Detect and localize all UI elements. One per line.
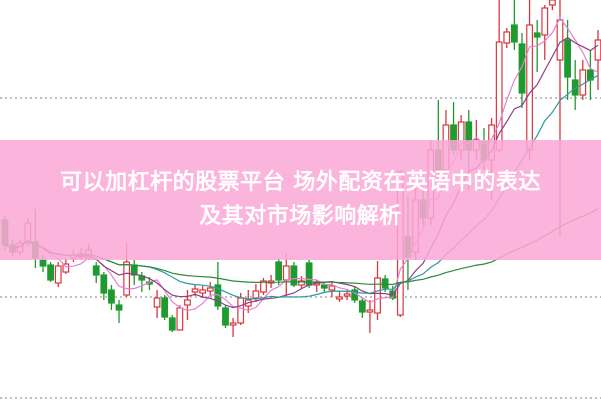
candle-body — [214, 284, 222, 307]
candle-up — [374, 261, 381, 320]
candle-down — [47, 262, 55, 282]
candle-body — [366, 309, 374, 313]
candle-body — [39, 259, 47, 267]
candle-up — [548, 0, 556, 10]
candle-up — [229, 318, 237, 337]
candle-body — [290, 265, 298, 286]
candle-down — [533, 20, 541, 72]
candle-body — [108, 289, 115, 304]
candle-down — [108, 285, 115, 310]
candle-up — [336, 292, 343, 302]
candle-body — [503, 31, 511, 44]
candle-body — [358, 300, 366, 313]
candle-body — [191, 288, 199, 293]
candle-body — [564, 39, 571, 78]
candle-up — [495, 0, 503, 152]
candle-body — [222, 307, 229, 326]
candle-down — [275, 258, 283, 285]
title-line-2: 及其对市场影响解析 — [199, 204, 402, 229]
candle-up — [260, 278, 267, 295]
title-line-1: 可以加杠杆的股票平台 场外配资在英语中的表达 — [60, 170, 541, 195]
candle-down — [214, 262, 222, 310]
candle-up — [503, 28, 511, 48]
candle-up — [54, 262, 62, 287]
candle-body — [548, 0, 556, 6]
candle-up — [594, 30, 601, 90]
candle-body — [199, 289, 207, 294]
candle-body — [260, 280, 267, 293]
candle-down — [564, 20, 571, 100]
candle-up — [343, 290, 351, 300]
candle-body — [206, 287, 214, 292]
candle-body — [92, 265, 100, 276]
candle-up — [267, 275, 275, 288]
candle-down — [161, 295, 169, 320]
candle-up — [579, 60, 587, 100]
candle-down — [100, 272, 108, 300]
candle-up — [526, 0, 533, 160]
candle-body — [184, 299, 191, 306]
candle-down — [305, 260, 313, 288]
candle-up — [366, 300, 374, 333]
candle-down — [290, 262, 298, 287]
title-banner: 可以加杠杆的股票平台 场外配资在英语中的表达 及其对市场影响解析 — [0, 140, 601, 260]
candle-body — [100, 274, 108, 294]
candle-down — [168, 315, 176, 332]
candle-body — [518, 43, 526, 94]
candle-body — [594, 39, 601, 61]
candle-body — [282, 265, 290, 281]
candle-body — [275, 261, 283, 281]
candle-up — [206, 282, 214, 296]
candle-body — [381, 278, 389, 289]
candle-body — [252, 290, 260, 299]
candle-body — [176, 307, 184, 331]
candle-body — [153, 297, 161, 308]
candle-body — [54, 265, 62, 284]
candle-down — [222, 305, 229, 328]
candle-body — [229, 322, 237, 326]
candle-body — [62, 263, 70, 273]
candle-body — [541, 7, 549, 36]
candle-down — [358, 298, 366, 318]
candle-body — [510, 24, 518, 43]
candle-body — [526, 24, 533, 151]
candle-up — [541, 5, 549, 60]
candle-down — [586, 50, 594, 100]
candle-down — [92, 262, 100, 283]
candle-body — [533, 32, 541, 38]
candle-body — [343, 293, 351, 297]
ma10-line — [4, 36, 599, 309]
candle-body — [320, 284, 328, 289]
candle-body — [556, 19, 564, 61]
candle-body — [47, 264, 55, 281]
candle-body — [161, 297, 169, 318]
candle-up — [328, 281, 336, 297]
candle-down — [510, 0, 518, 50]
candle-body — [123, 261, 131, 296]
candle-body — [374, 277, 381, 314]
candle-up — [184, 290, 191, 320]
candle-down — [571, 60, 579, 110]
candle-down — [115, 300, 123, 323]
candle-body — [336, 296, 343, 300]
candle-body — [237, 297, 245, 324]
candle-body — [298, 280, 305, 286]
candle-down — [130, 260, 138, 285]
candle-body — [328, 285, 336, 291]
candle-body — [168, 317, 176, 331]
candle-body — [115, 304, 123, 311]
candle-up — [153, 290, 161, 318]
